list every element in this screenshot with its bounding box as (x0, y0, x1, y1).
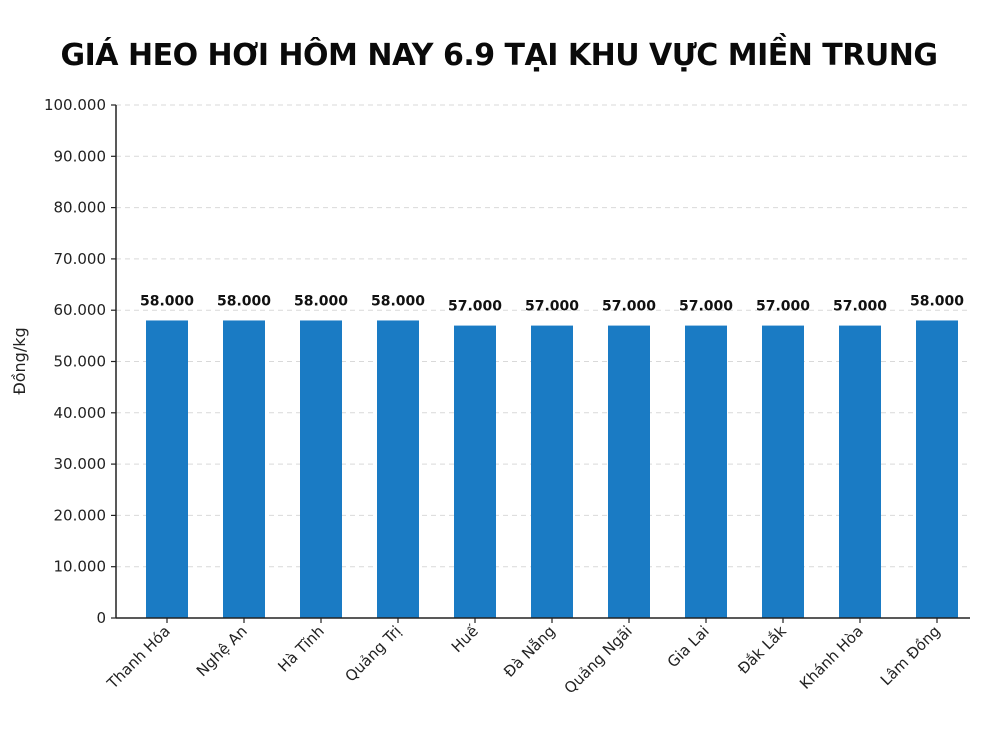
y-tick-label: 10.000 (54, 558, 107, 576)
y-axis-ticks: 0 10.000 20.000 30.000 40.000 50.000 60.000 70.… (44, 96, 116, 627)
bar (608, 325, 650, 618)
data-label: 57.000 (833, 299, 887, 315)
data-label: 57.000 (448, 299, 502, 315)
bar (762, 325, 804, 618)
data-labels: 58.000 58.000 58.000 58.000 57.000 57.000 57.0… (140, 293, 964, 314)
bar (223, 320, 265, 618)
y-tick-label: 80.000 (54, 199, 107, 217)
x-tick-label: Nghệ An (193, 622, 251, 680)
x-tick-label: Quảng Trị (341, 622, 404, 685)
data-label: 58.000 (910, 293, 964, 309)
bar (839, 325, 881, 618)
y-tick-label: 40.000 (54, 404, 107, 422)
y-tick-label: 20.000 (54, 506, 107, 524)
x-axis-ticks: Thanh Hóa Nghệ An Hà Tĩnh Quảng Trị Huế Đà Nẵ… (103, 618, 944, 697)
data-label: 57.000 (602, 299, 656, 315)
y-tick-label: 60.000 (54, 301, 107, 319)
y-tick-label: 90.000 (54, 147, 107, 165)
bar (454, 325, 496, 618)
x-tick-label: Khánh Hòa (796, 622, 867, 693)
y-axis-label: Đồng/kg (10, 327, 29, 394)
y-tick-label: 100.000 (44, 96, 106, 114)
bar (685, 325, 727, 618)
data-label: 57.000 (756, 299, 810, 315)
x-tick-label: Huế (448, 622, 482, 656)
bar (377, 320, 419, 618)
bar (916, 320, 958, 618)
data-label: 58.000 (294, 293, 348, 309)
chart-title: GIÁ HEO HƠI HÔM NAY 6.9 TẠI KHU VỰC MIỀN… (60, 38, 938, 73)
x-tick-label: Hà Tĩnh (274, 622, 327, 675)
x-tick-label: Thanh Hóa (103, 622, 174, 693)
x-tick-label: Gia Lai (664, 622, 713, 671)
x-tick-label: Đà Nẵng (500, 622, 559, 681)
y-tick-label: 30.000 (54, 455, 107, 473)
x-tick-label: Quảng Ngãi (561, 622, 636, 697)
x-tick-label: Đắk Lắk (734, 622, 790, 678)
y-tick-label: 0 (96, 609, 106, 627)
data-label: 57.000 (679, 299, 733, 315)
data-label: 58.000 (371, 293, 425, 309)
x-tick-label: Lâm Đồng (877, 622, 944, 689)
bar (146, 320, 188, 618)
y-tick-label: 70.000 (54, 250, 107, 268)
bar-series (146, 320, 958, 618)
y-tick-label: 50.000 (54, 353, 107, 371)
bar (300, 320, 342, 618)
data-label: 58.000 (217, 293, 271, 309)
data-label: 57.000 (525, 299, 579, 315)
data-label: 58.000 (140, 293, 194, 309)
bar (531, 325, 573, 618)
